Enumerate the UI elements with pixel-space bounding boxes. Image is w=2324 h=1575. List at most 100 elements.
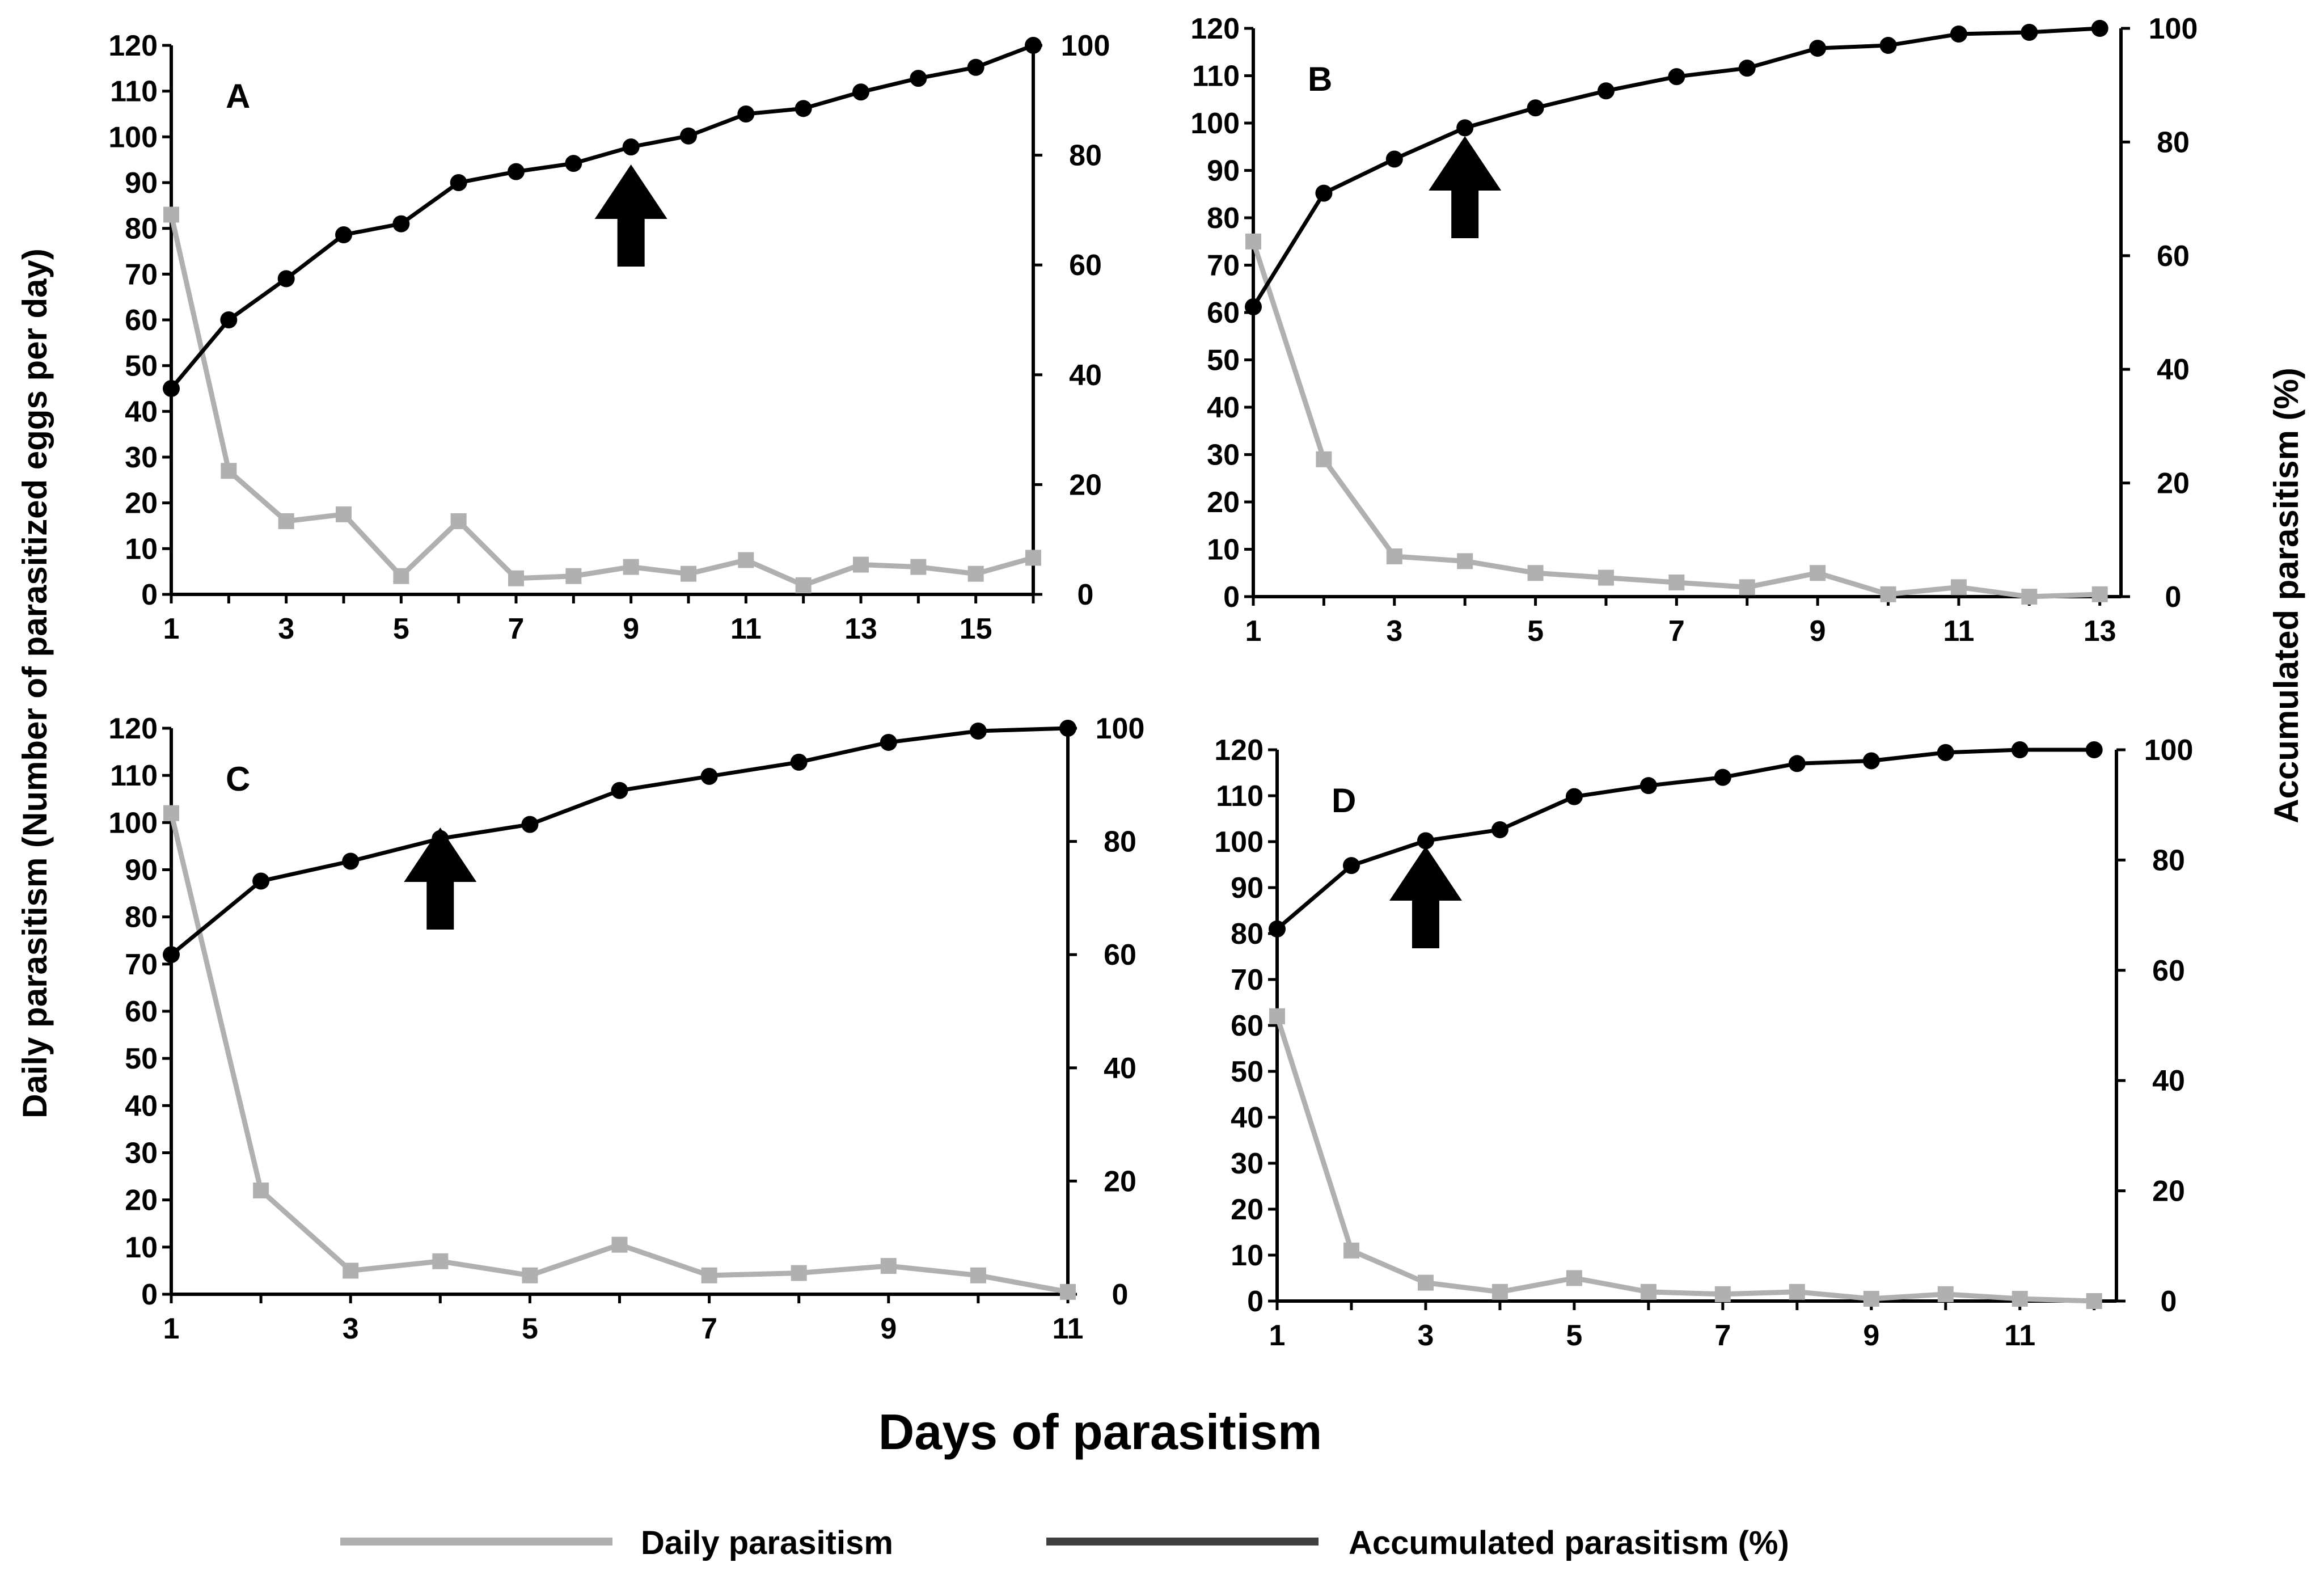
y-left-tick-label: 80 <box>1207 202 1240 235</box>
accumulated-parasitism-point <box>1269 920 1286 938</box>
daily-parasitism-point <box>343 1262 359 1279</box>
y-left-tick-label: 120 <box>108 712 158 745</box>
accumulated-parasitism-point <box>450 174 467 191</box>
y-right-tick-label: 40 <box>2157 353 2190 386</box>
y-left-axis-title: Daily parasitism (Number of parasitized … <box>16 248 54 1118</box>
y-right-tick-label: 80 <box>2157 126 2190 159</box>
x-tick-label: 3 <box>1417 1319 1434 1352</box>
y-right-tick-label: 60 <box>1069 249 1102 282</box>
daily-parasitism-line <box>168 812 1068 1295</box>
accumulated-parasitism-point <box>852 83 869 101</box>
x-tick-label: 1 <box>1269 1319 1286 1352</box>
x-tick-label: 1 <box>163 613 180 645</box>
y-left-tick-label: 10 <box>1207 534 1240 567</box>
y-left-tick-label: 70 <box>1207 250 1240 282</box>
y-right-tick-label: 60 <box>2157 240 2190 273</box>
x-tick-label: 11 <box>1053 1312 1084 1345</box>
daily-parasitism-point <box>1457 553 1473 569</box>
panel-letter: A <box>226 77 250 115</box>
accumulated-parasitism-point <box>2021 24 2038 41</box>
daily-parasitism-point <box>1810 565 1826 581</box>
accumulated-parasitism-point <box>737 105 755 123</box>
x-tick-label: 11 <box>730 613 762 645</box>
y-right-tick-label: 40 <box>2152 1065 2185 1097</box>
accumulated-parasitism-point <box>508 163 525 180</box>
daily-parasitism-point <box>2021 589 2038 605</box>
y-right-tick-label: 100 <box>2149 12 2198 45</box>
x-tick-label: 9 <box>623 613 639 645</box>
y-left-tick-label: 80 <box>1231 918 1264 951</box>
arrow-marker <box>1389 846 1462 948</box>
daily-parasitism-point <box>2086 1293 2102 1309</box>
accumulated-parasitism-line <box>170 43 1034 390</box>
daily-parasitism-point <box>163 805 179 821</box>
y-right-tick-label: 100 <box>1061 29 1110 62</box>
y-right-tick-label: 20 <box>1104 1165 1136 1198</box>
daily-parasitism-point <box>1060 1283 1076 1300</box>
daily-parasitism-line <box>168 214 1034 588</box>
y-left-tick-label: 90 <box>125 167 158 200</box>
daily-parasitism-point <box>1417 1274 1434 1291</box>
accumulated-parasitism-point <box>1640 777 1657 795</box>
y-left-tick-label: 50 <box>1231 1055 1264 1088</box>
y-left-tick-label: 30 <box>1207 439 1240 472</box>
y-left-tick-label: 100 <box>108 121 158 154</box>
x-tick-label: 3 <box>1386 615 1402 648</box>
daily-parasitism-point <box>450 513 467 529</box>
daily-parasitism-point <box>795 577 812 593</box>
y-left-tick-label: 30 <box>125 441 158 474</box>
x-tick-label: 15 <box>960 613 992 645</box>
y-right-tick-label: 80 <box>1069 140 1102 172</box>
y-left-tick-label: 60 <box>125 995 158 1028</box>
y-right-tick-label: 0 <box>2161 1285 2177 1318</box>
daily-parasitism-point <box>1668 574 1685 590</box>
y-left-tick-label: 40 <box>125 395 158 428</box>
y-left-tick-label: 110 <box>110 759 158 792</box>
y-left-tick-label: 120 <box>1190 12 1240 45</box>
y-left-tick-label: 0 <box>1247 1285 1264 1318</box>
x-tick-label: 7 <box>1714 1319 1731 1352</box>
accumulated-parasitism-point <box>700 767 718 785</box>
y-left-tick-label: 20 <box>1231 1193 1264 1226</box>
x-tick-label: 7 <box>508 613 525 645</box>
panels-layer: 0102030405060708090100110120020406080100… <box>108 12 2198 1352</box>
y-left-tick-label: 10 <box>1231 1239 1264 1272</box>
y-left-tick-label: 110 <box>110 75 158 108</box>
daily-parasitism-point <box>1527 565 1544 581</box>
x-axis-title: Days of parasitism <box>878 1404 1322 1460</box>
y-right-tick-label: 80 <box>2152 844 2185 877</box>
accumulated-parasitism-point <box>1668 68 1685 86</box>
accumulated-parasitism-point <box>1315 184 1333 202</box>
daily-parasitism-point <box>967 565 984 582</box>
accumulated-parasitism-point <box>277 270 295 288</box>
arrow-marker <box>1429 136 1502 238</box>
daily-parasitism-point <box>1386 548 1402 565</box>
y-left-tick-label: 10 <box>125 1231 158 1264</box>
accumulated-parasitism-point <box>1809 40 1827 57</box>
accumulated-parasitism-point <box>2011 741 2029 758</box>
daily-parasitism-point <box>1269 1008 1285 1024</box>
daily-parasitism-point <box>1316 451 1332 467</box>
daily-parasitism-point <box>623 559 639 575</box>
daily-parasitism-point <box>970 1267 986 1283</box>
x-tick-label: 5 <box>1527 615 1544 648</box>
y-left-tick-label: 0 <box>141 579 158 611</box>
accumulated-parasitism-point <box>790 753 808 771</box>
accumulated-parasitism-point <box>342 852 360 870</box>
accumulated-parasitism-point <box>1456 119 1474 137</box>
y-left-tick-label: 0 <box>1223 581 1240 614</box>
y-left-tick-label: 80 <box>125 901 158 934</box>
y-left-tick-label: 90 <box>1231 872 1264 905</box>
daily-parasitism-point <box>393 568 409 584</box>
accumulated-parasitism-point <box>1025 37 1042 54</box>
daily-parasitism-point <box>910 559 927 575</box>
accumulated-parasitism-point <box>1937 744 1954 761</box>
daily-parasitism-point <box>2091 586 2108 602</box>
y-left-tick-label: 10 <box>125 533 158 565</box>
y-left-tick-label: 120 <box>108 29 158 62</box>
y-left-tick-label: 30 <box>1231 1147 1264 1180</box>
daily-parasitism-point <box>1880 586 1896 602</box>
daily-parasitism-point <box>221 463 237 479</box>
y-left-tick-label: 50 <box>125 350 158 383</box>
accumulated-parasitism-point <box>335 226 352 243</box>
